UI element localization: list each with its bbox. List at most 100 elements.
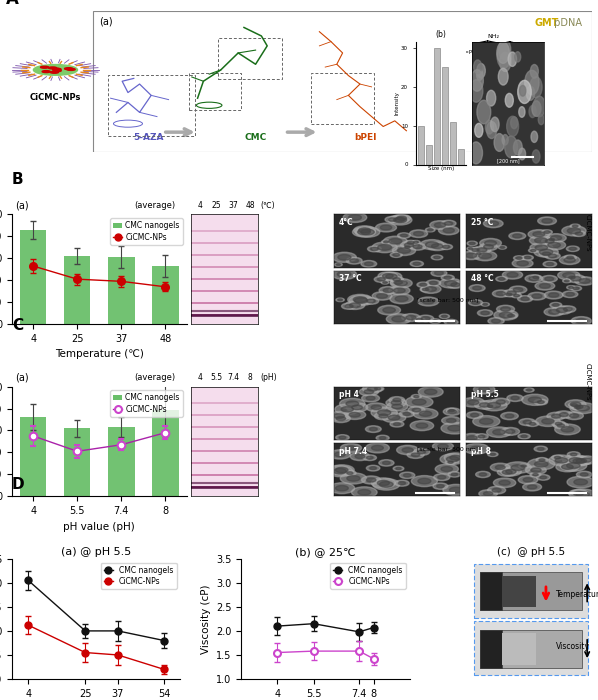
Circle shape (390, 279, 412, 288)
Circle shape (395, 480, 409, 486)
Circle shape (566, 275, 578, 280)
Circle shape (335, 435, 349, 440)
Circle shape (367, 478, 376, 482)
Circle shape (547, 412, 565, 420)
Circle shape (53, 70, 61, 71)
Circle shape (550, 302, 562, 307)
Circle shape (487, 452, 498, 456)
Circle shape (526, 421, 539, 426)
Circle shape (544, 231, 550, 233)
Circle shape (496, 305, 514, 313)
Circle shape (533, 96, 545, 117)
Circle shape (414, 395, 419, 398)
Circle shape (337, 272, 351, 277)
Title: (c)  @ pH 5.5: (c) @ pH 5.5 (498, 547, 566, 556)
Circle shape (576, 456, 597, 464)
Text: (a): (a) (16, 372, 29, 382)
Circle shape (434, 223, 446, 228)
Bar (457, 149, 464, 164)
Circle shape (420, 239, 444, 250)
Circle shape (567, 463, 580, 468)
Circle shape (336, 298, 344, 302)
Circle shape (450, 487, 463, 493)
Circle shape (573, 458, 585, 463)
Circle shape (380, 225, 392, 230)
Circle shape (393, 214, 411, 222)
Circle shape (410, 421, 434, 430)
Circle shape (426, 280, 441, 286)
Circle shape (478, 253, 492, 258)
Circle shape (404, 243, 414, 247)
Circle shape (474, 400, 495, 410)
Bar (442, 67, 448, 164)
Circle shape (548, 254, 557, 258)
Circle shape (346, 401, 359, 407)
Circle shape (555, 411, 573, 419)
Circle shape (425, 287, 437, 291)
Title: (b) @ 25℃: (b) @ 25℃ (295, 547, 356, 556)
Circle shape (468, 248, 473, 249)
Circle shape (371, 386, 384, 391)
Circle shape (383, 281, 387, 284)
Circle shape (370, 467, 377, 470)
Circle shape (340, 473, 367, 484)
Circle shape (576, 491, 589, 497)
Circle shape (484, 245, 493, 249)
Circle shape (529, 248, 538, 253)
Circle shape (467, 247, 474, 251)
Bar (20, 417, 47, 496)
Text: bPEI: bPEI (355, 133, 377, 142)
Circle shape (505, 414, 514, 418)
Circle shape (561, 427, 574, 432)
Circle shape (393, 466, 404, 471)
Text: 37 °C: 37 °C (339, 274, 362, 284)
Circle shape (536, 458, 548, 463)
Text: 4: 4 (197, 201, 202, 210)
Circle shape (48, 67, 57, 69)
Circle shape (559, 413, 568, 416)
Circle shape (354, 226, 376, 235)
Legend: CMC nanogels, CiCMC-NPs: CMC nanogels, CiCMC-NPs (110, 218, 183, 245)
Bar (450, 122, 456, 164)
Circle shape (518, 434, 530, 439)
Circle shape (507, 116, 518, 136)
X-axis label: pH value (pH): pH value (pH) (63, 522, 135, 531)
Circle shape (563, 279, 571, 283)
Circle shape (480, 419, 493, 424)
Circle shape (359, 388, 379, 396)
Circle shape (498, 278, 505, 280)
Circle shape (528, 293, 546, 300)
Circle shape (479, 473, 487, 476)
Circle shape (524, 388, 534, 392)
Circle shape (363, 455, 377, 461)
Circle shape (65, 68, 73, 70)
Circle shape (539, 249, 553, 255)
X-axis label: Size (nm): Size (nm) (428, 166, 454, 171)
Circle shape (381, 281, 389, 284)
Circle shape (371, 478, 395, 488)
Circle shape (365, 443, 389, 453)
Circle shape (417, 450, 426, 454)
Circle shape (498, 468, 517, 477)
Circle shape (560, 460, 587, 471)
Circle shape (444, 276, 451, 279)
Circle shape (518, 475, 538, 484)
Circle shape (492, 290, 509, 298)
Circle shape (362, 384, 382, 393)
Circle shape (396, 216, 407, 221)
Bar (502, 575, 536, 607)
Circle shape (408, 407, 425, 414)
Circle shape (378, 272, 398, 280)
Circle shape (538, 115, 544, 125)
Circle shape (411, 475, 437, 486)
Text: 5.5: 5.5 (210, 373, 222, 382)
Circle shape (385, 216, 399, 223)
Circle shape (556, 422, 562, 425)
Circle shape (394, 281, 402, 284)
Bar (481, 572, 582, 610)
Circle shape (475, 434, 488, 440)
Circle shape (405, 396, 433, 408)
Circle shape (499, 312, 512, 318)
Circle shape (568, 228, 581, 234)
Circle shape (468, 400, 479, 405)
